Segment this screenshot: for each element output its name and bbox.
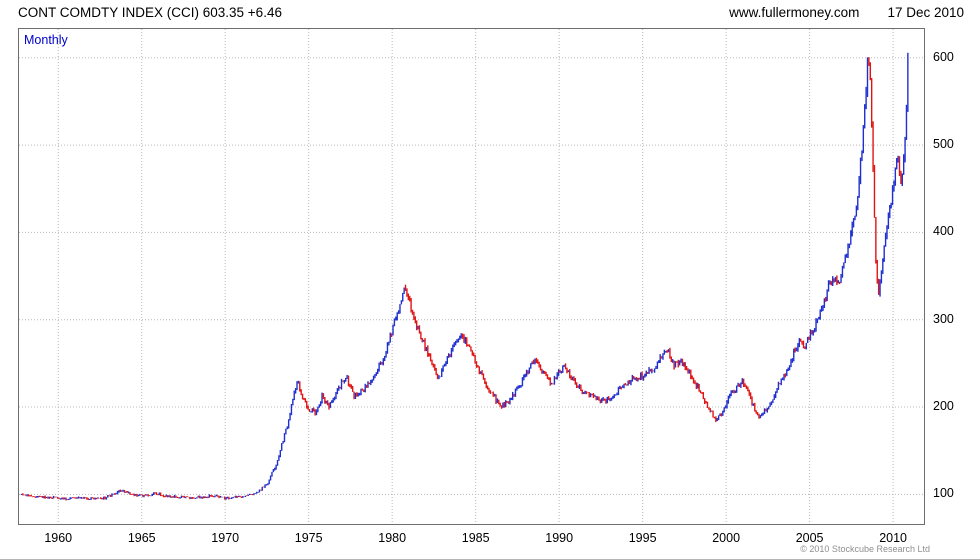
header-right-group: www.fullermoney.com 17 Dec 2010 <box>729 5 964 21</box>
chart-header: CONT COMDTY INDEX (CCI) 603.35 +6.46 www… <box>18 5 964 21</box>
chart-title: CONT COMDTY INDEX (CCI) 603.35 +6.46 <box>18 5 282 20</box>
x-axis-tick-label: 1975 <box>294 531 323 545</box>
y-axis-tick-label: 600 <box>933 49 954 64</box>
x-axis-tick-label: 1990 <box>545 531 574 545</box>
x-axis-tick-label: 1985 <box>461 531 490 545</box>
copyright-text: © 2010 Stockcube Research Ltd <box>800 544 930 554</box>
y-axis-tick-label: 300 <box>933 311 954 326</box>
y-axis-tick-label: 200 <box>933 399 954 414</box>
x-axis-tick-label: 1970 <box>211 531 240 545</box>
y-axis-tick-label: 500 <box>933 137 954 152</box>
timeframe-label: Monthly <box>24 33 68 47</box>
y-axis-tick-label: 100 <box>933 486 954 501</box>
x-axis-tick-label: 1980 <box>378 531 407 545</box>
price-series-canvas <box>19 29 924 524</box>
x-axis-tick-label: 1960 <box>44 531 73 545</box>
website-text: www.fullermoney.com <box>729 5 860 20</box>
x-axis-tick-label: 2005 <box>795 531 824 545</box>
x-axis-tick-label: 1965 <box>127 531 156 545</box>
x-axis-tick-label: 1995 <box>628 531 657 545</box>
x-axis-tick-label: 2010 <box>879 531 908 545</box>
price-chart-plot <box>18 28 925 525</box>
y-axis-tick-label: 400 <box>933 224 954 239</box>
date-text: 17 Dec 2010 <box>887 5 964 20</box>
x-axis-tick-label: 2000 <box>712 531 741 545</box>
